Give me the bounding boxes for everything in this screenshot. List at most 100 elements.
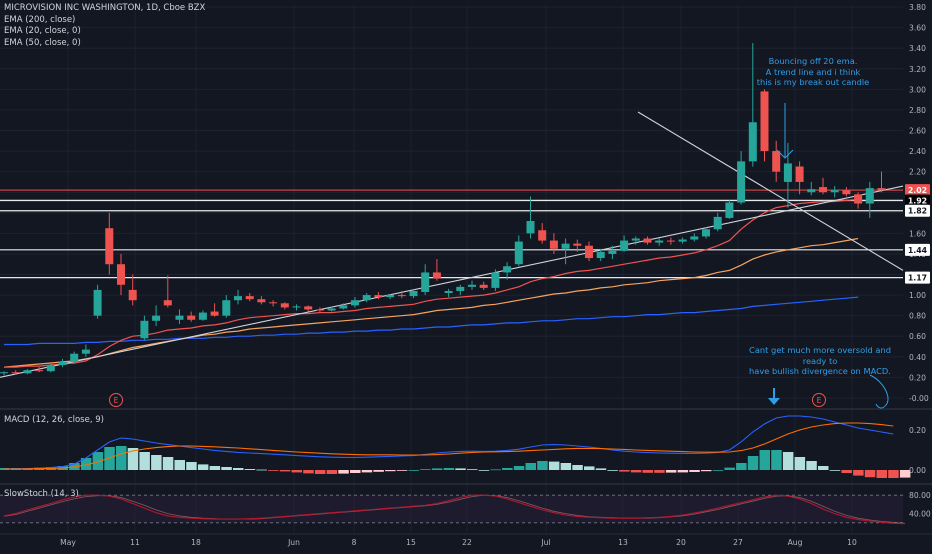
- candle: [339, 303, 348, 310]
- macd-histogram-bar: [338, 470, 349, 474]
- candle: [479, 281, 488, 290]
- macd-histogram-bar: [794, 457, 806, 470]
- candle: [713, 212, 722, 232]
- candle-body: [58, 361, 67, 366]
- candle: [468, 280, 476, 290]
- candle: [81, 344, 90, 357]
- candle-body: [842, 190, 851, 195]
- macd-histogram-bar: [279, 470, 291, 472]
- candle-body: [807, 189, 816, 193]
- candle: [234, 289, 242, 305]
- candle: [842, 187, 851, 197]
- candle: [397, 290, 406, 299]
- candle: [631, 236, 640, 245]
- candle: [702, 227, 710, 239]
- price-axis-tick: 3.60: [909, 24, 926, 33]
- macd-histogram-bar: [467, 469, 478, 470]
- price-tag-bg: [905, 243, 930, 256]
- price-tag: 1.92: [908, 196, 927, 205]
- candle-body: [210, 311, 219, 316]
- candle: [35, 367, 44, 373]
- candle-body: [561, 243, 570, 249]
- earnings-marker-label: E: [114, 396, 119, 405]
- candle: [257, 296, 266, 305]
- chart-legend: MICROVISION INC WASHINGTON, 1D, Cboe BZX…: [4, 3, 205, 49]
- time-axis-tick: Jun: [287, 538, 300, 547]
- macd-histogram-bar: [326, 470, 338, 474]
- candle: [70, 351, 79, 364]
- macd-histogram-bar: [361, 470, 373, 473]
- candle: [491, 269, 500, 291]
- candle: [93, 284, 102, 319]
- candle: [503, 262, 512, 280]
- candle-body: [549, 240, 558, 249]
- price-tag: 1.82: [908, 207, 927, 216]
- candle: [432, 259, 441, 281]
- candle: [11, 370, 20, 375]
- candle: [643, 236, 652, 245]
- candle-body: [175, 315, 184, 320]
- candle-body: [666, 240, 675, 242]
- macd-histogram-bar: [584, 466, 595, 470]
- annotation-bottom[interactable]: Cant get much more oversold and ready to…: [749, 345, 891, 376]
- macd-histogram-bar: [572, 465, 583, 470]
- macd-histogram-bar: [256, 469, 267, 471]
- macd-line: [3, 415, 894, 470]
- time-axis-tick: 13: [618, 538, 628, 547]
- price-tag-bg: [905, 194, 930, 207]
- price-axis-tick: 2.40: [909, 147, 926, 156]
- macd-histogram-bar: [619, 470, 630, 472]
- candle-body: [35, 370, 44, 372]
- candle: [819, 177, 827, 195]
- candle: [187, 311, 196, 322]
- candle: [737, 151, 746, 205]
- time-axis-tick: 22: [462, 538, 472, 547]
- candle: [409, 288, 418, 299]
- candle-body: [526, 221, 535, 234]
- macd-histogram-bar: [420, 469, 431, 470]
- macd-histogram-bar: [221, 467, 232, 470]
- candle: [421, 264, 430, 296]
- macd-histogram-bar: [747, 456, 759, 470]
- candle-body: [678, 239, 687, 242]
- candle: [117, 253, 125, 296]
- candle-body: [444, 290, 453, 294]
- candle: [596, 248, 605, 262]
- candle: [549, 233, 558, 254]
- candle-body: [655, 240, 664, 243]
- macd-histogram-bar: [806, 461, 817, 470]
- candle: [690, 233, 699, 242]
- price-axis-tick: 0.80: [909, 312, 926, 321]
- price-tag-bg: [905, 204, 930, 217]
- stoch-k-line: [3, 494, 905, 525]
- macd-histogram-bar: [151, 455, 162, 470]
- candle: [58, 358, 67, 368]
- macd-histogram-bar: [431, 468, 443, 470]
- annotation-arrow-down: [776, 103, 794, 159]
- candle: [783, 142, 792, 208]
- candle-body: [432, 272, 441, 279]
- candle: [23, 369, 32, 375]
- macd-histogram-bar: [701, 470, 712, 472]
- candle-body: [690, 236, 699, 240]
- macd-histogram-bar: [373, 470, 384, 472]
- candle: [386, 294, 395, 300]
- macd-histogram-bar: [654, 470, 665, 473]
- candle: [152, 305, 161, 326]
- candle: [573, 239, 582, 252]
- macd-histogram-bar: [455, 468, 466, 470]
- time-axis-tick: Jul: [540, 538, 550, 547]
- macd-histogram-bar: [139, 452, 150, 470]
- candle-body: [585, 245, 593, 259]
- candle-body: [409, 290, 418, 297]
- price-axis-tick: 3.80: [909, 3, 926, 12]
- candle-body: [117, 264, 125, 285]
- annotation-top[interactable]: Bouncing off 20 ema. A trend line and i …: [756, 56, 870, 87]
- ema50-label: EMA (50, close, 0): [4, 37, 81, 48]
- candle: [608, 245, 617, 260]
- macd-histogram-bar: [712, 470, 724, 471]
- candle-body: [327, 308, 336, 311]
- macd-histogram-bar: [525, 463, 536, 470]
